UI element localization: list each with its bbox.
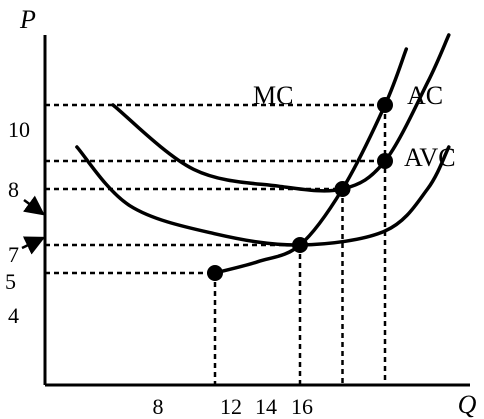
data-point — [292, 237, 308, 253]
data-point — [377, 97, 393, 113]
intersection-points — [207, 97, 393, 281]
y-tick-label: 5 — [5, 269, 16, 294]
y-tick-label: 4 — [8, 303, 19, 328]
x-tick-label: 8 — [153, 394, 164, 419]
x-tick-label: 12 — [220, 394, 242, 419]
data-point — [207, 265, 223, 281]
avc-label: AVC — [404, 143, 456, 172]
data-point — [334, 181, 351, 197]
y-tick-label: 8 — [8, 177, 19, 202]
arrow-to-8 — [22, 195, 46, 216]
ac-curve — [111, 33, 451, 193]
x-axis-title: Q — [458, 390, 477, 419]
x-tick-label: 14 — [255, 394, 277, 419]
arrow-to-7 — [21, 236, 46, 255]
y-axis-title: P — [19, 5, 36, 34]
mc-label: MC — [253, 81, 293, 110]
x-tick-label: 16 — [291, 394, 313, 419]
guide-lines — [45, 103, 387, 385]
data-point — [377, 153, 393, 169]
y-tick-label: 10 — [8, 117, 30, 142]
ac-label: AC — [407, 81, 443, 110]
cost-curves — [75, 33, 451, 275]
y-tick-label: 7 — [8, 242, 19, 267]
